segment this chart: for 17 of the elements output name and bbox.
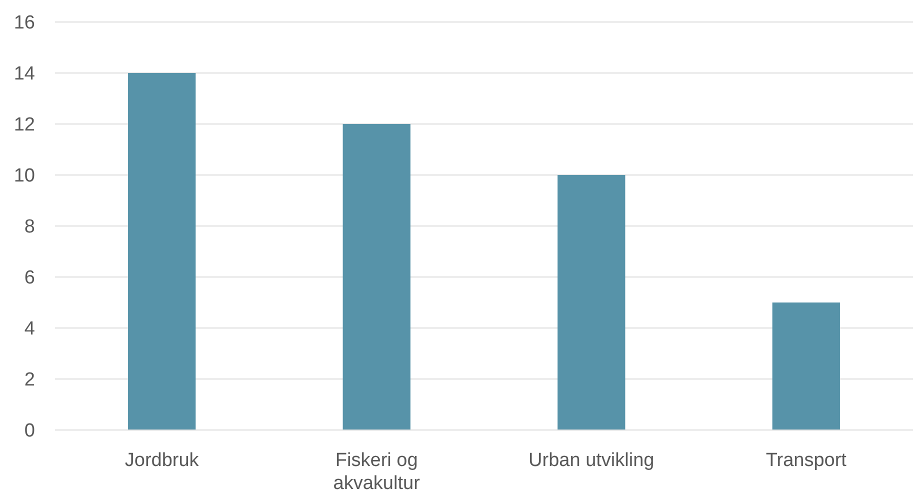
y-tick-label: 4 [24, 318, 36, 340]
bar [128, 73, 196, 430]
x-tick-label: Fiskeri og akvakultur [333, 450, 421, 494]
y-tick-label: 16 [14, 12, 35, 34]
x-tick-label: Transport [766, 450, 848, 471]
bar [772, 302, 840, 430]
y-tick-label: 14 [14, 64, 36, 85]
y-tick-label: 0 [24, 420, 35, 442]
y-tick-label: 12 [14, 114, 35, 136]
bar [342, 124, 410, 430]
y-tick-label: 10 [14, 166, 35, 187]
y-tick-label: 8 [24, 216, 35, 238]
x-tick-label: Jordbruk [124, 450, 200, 471]
y-tick-label: 6 [24, 268, 35, 289]
x-tick-label: Urban utvikling [528, 450, 654, 471]
bar [558, 175, 626, 430]
y-tick-label: 2 [24, 370, 35, 391]
